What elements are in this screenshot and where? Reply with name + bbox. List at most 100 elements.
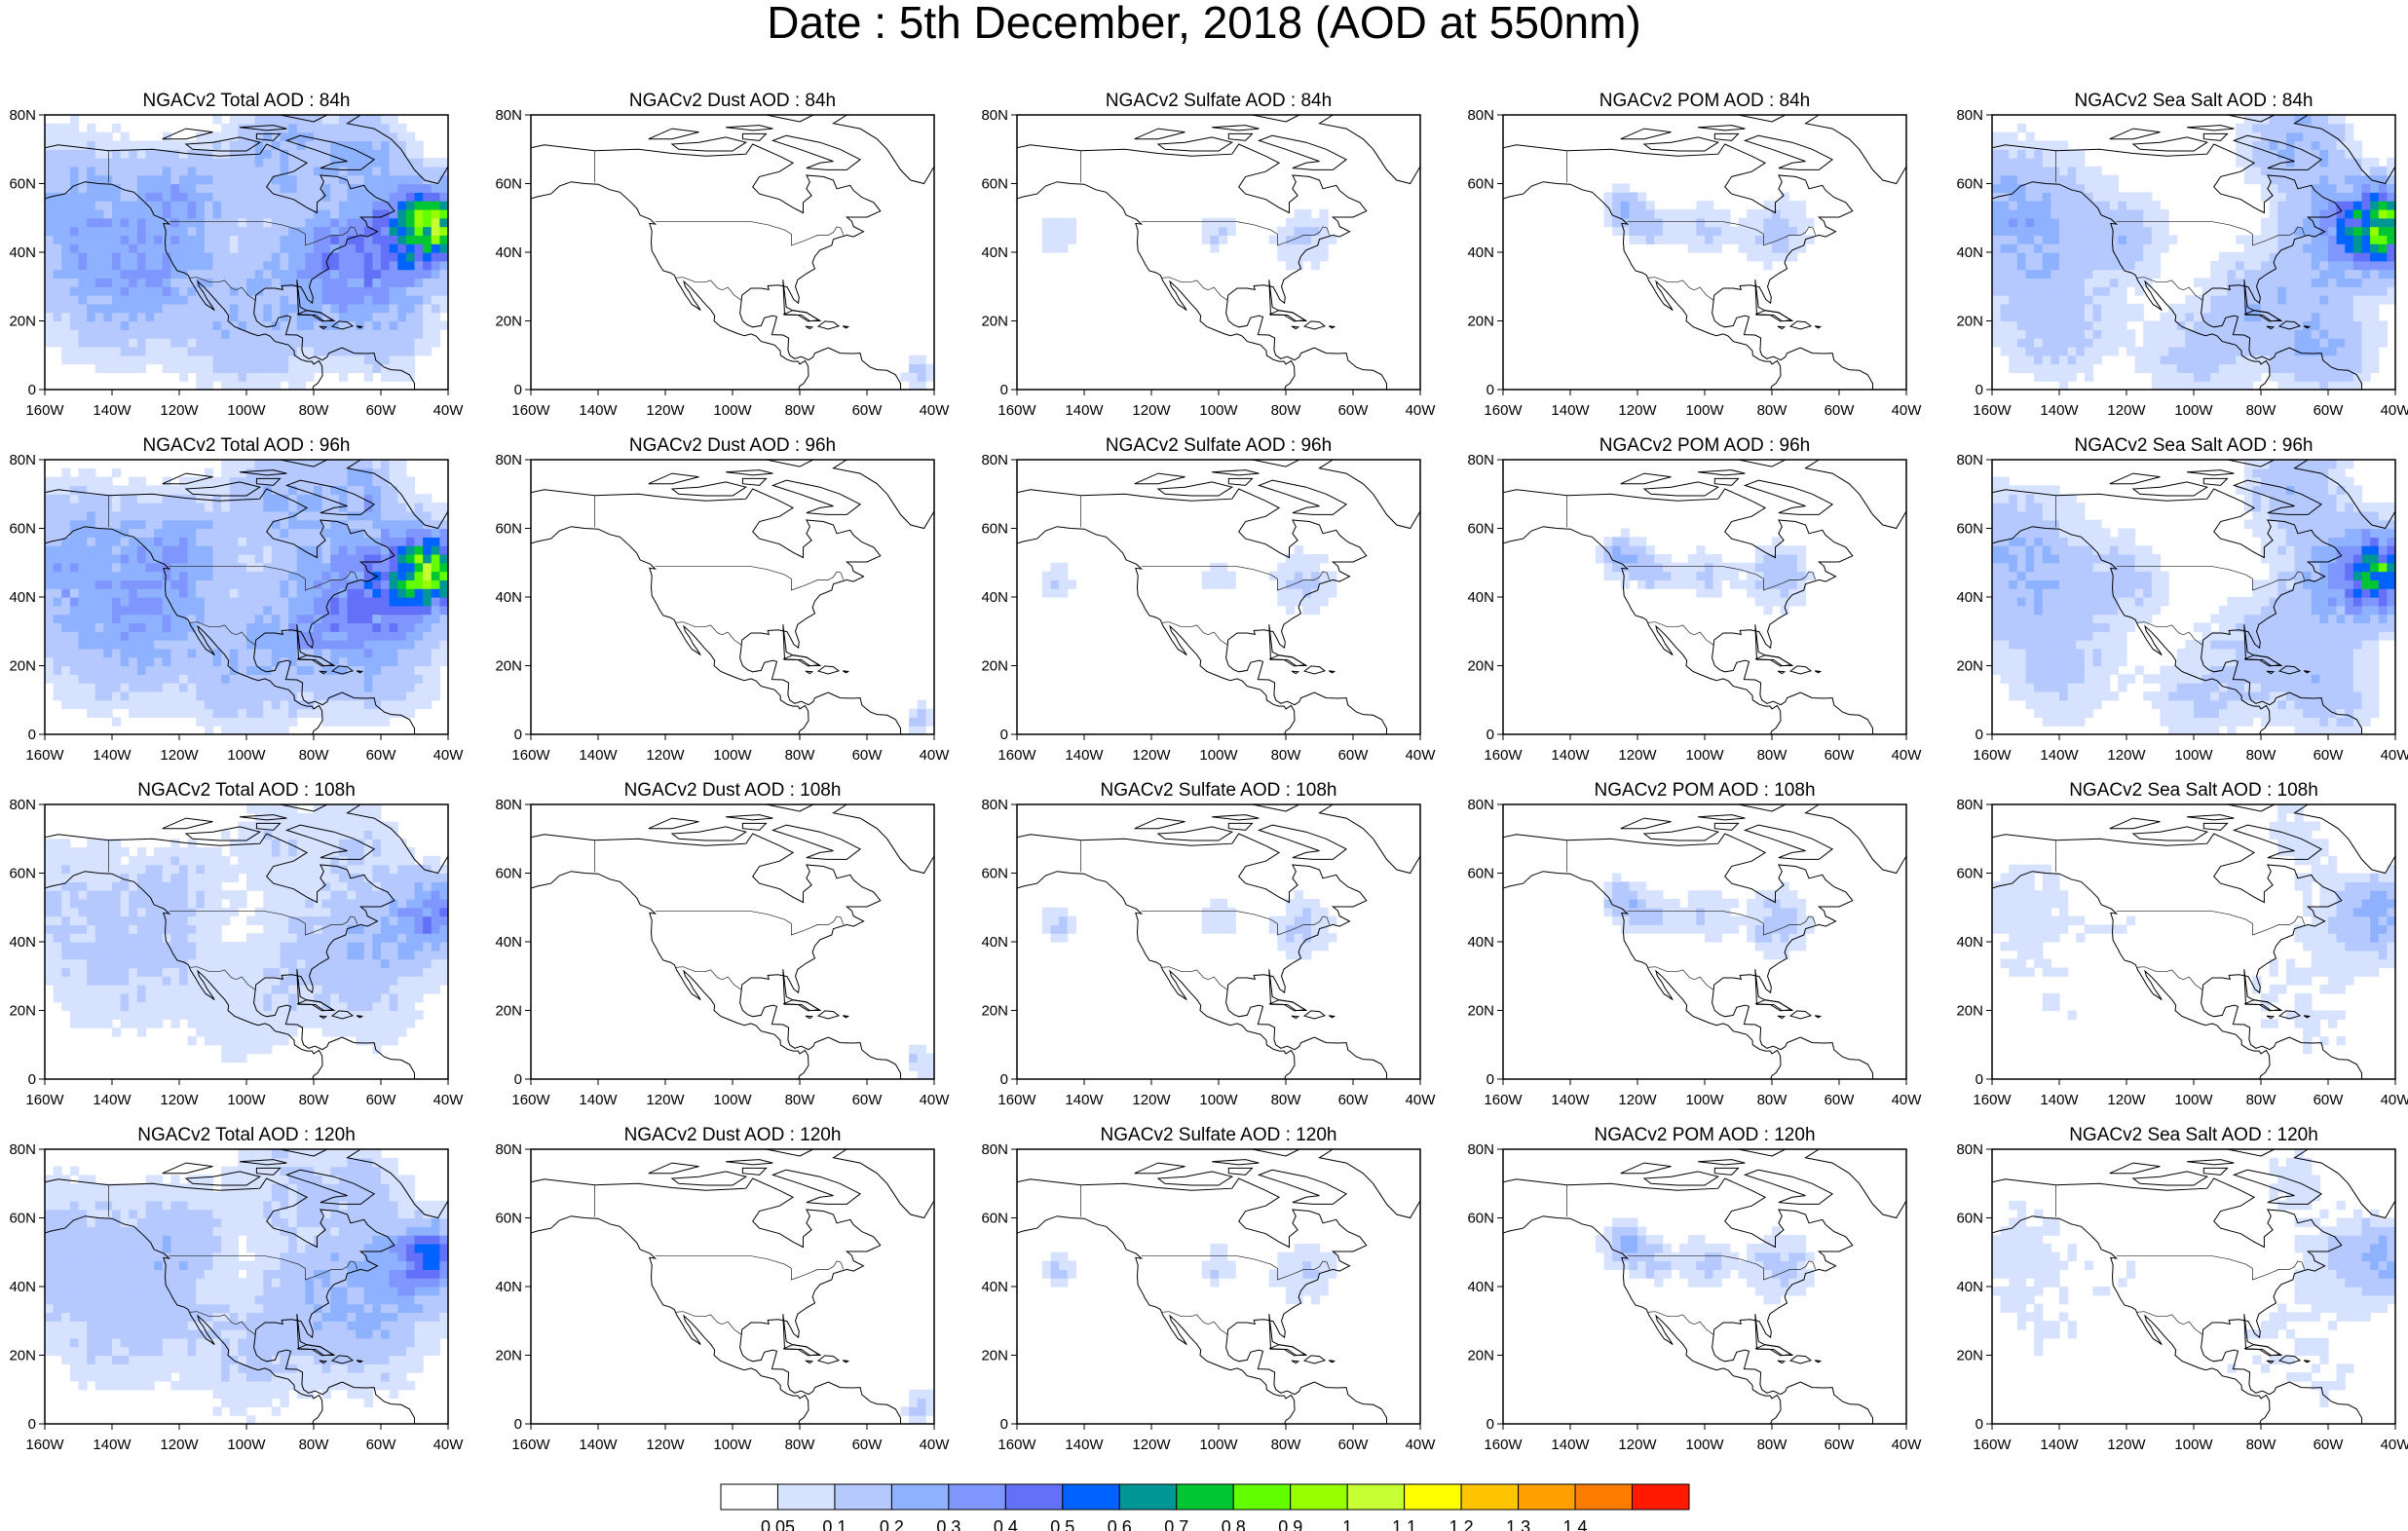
- aod-cell: [69, 235, 80, 244]
- aod-cell: [2000, 217, 2010, 228]
- aod-cell: [2269, 166, 2278, 176]
- aod-cell: [423, 286, 433, 296]
- aod-cell: [271, 553, 282, 564]
- aod-cell: [154, 597, 164, 607]
- aod-cell: [2009, 320, 2018, 330]
- aod-cell: [1286, 588, 1296, 598]
- aod-cell: [2134, 363, 2144, 373]
- aod-cell: [1294, 597, 1303, 607]
- aod-cell: [1780, 588, 1789, 598]
- aod-cell: [2067, 269, 2077, 280]
- aod-cell: [1729, 562, 1740, 573]
- coastline-caribbean: [356, 325, 364, 329]
- aod-cell: [204, 597, 214, 607]
- aod-cell: [314, 528, 323, 538]
- aod-cell: [423, 537, 433, 546]
- aod-cell: [263, 295, 273, 305]
- aod-cell: [2160, 381, 2169, 390]
- aod-cell: [2101, 235, 2111, 244]
- aod-cell: [2009, 131, 2018, 142]
- aod-cell: [1620, 201, 1630, 210]
- aod-cell: [338, 648, 349, 658]
- aod-cell: [170, 545, 180, 555]
- aod-cell: [246, 726, 256, 734]
- aod-cell: [53, 166, 62, 176]
- aod-cell: [129, 226, 138, 236]
- aod-cell: [2261, 363, 2271, 373]
- aod-cell: [1992, 545, 2002, 555]
- aod-cell: [246, 579, 256, 589]
- aod-cell: [94, 320, 104, 330]
- aod-cell: [2042, 656, 2051, 667]
- aod-cell: [2009, 201, 2018, 210]
- aod-cell: [2285, 166, 2296, 176]
- aod-cell: [254, 631, 264, 641]
- aod-cell: [2361, 174, 2371, 185]
- aod-cell: [238, 363, 247, 373]
- aod-cell: [129, 235, 138, 244]
- coastline-caribbean: [1788, 665, 1813, 675]
- lon-tick-label: 80W: [1757, 402, 1788, 419]
- aod-cell: [338, 226, 349, 236]
- aod-cell: [238, 674, 247, 684]
- aod-cell: [271, 201, 282, 210]
- aod-cell: [1286, 562, 1296, 573]
- aod-cell: [1772, 243, 1782, 253]
- aod-cell: [1992, 485, 2002, 495]
- lat-tick-label: 40N: [1956, 244, 1983, 261]
- aod-cell: [372, 320, 382, 330]
- aod-cell: [170, 226, 180, 236]
- aod-cell: [120, 260, 130, 271]
- aod-cell: [372, 476, 382, 487]
- coastlines: [1017, 115, 1420, 390]
- aod-cell: [414, 656, 424, 667]
- aod-cell: [2210, 346, 2220, 356]
- aod-cell: [397, 648, 407, 658]
- aod-cell: [204, 312, 214, 322]
- aod-cell: [2218, 320, 2229, 330]
- aod-cell: [423, 201, 433, 210]
- aod-cell: [381, 355, 391, 365]
- aod-cell: [296, 346, 306, 356]
- aod-cell: [204, 614, 214, 624]
- aod-cell: [431, 562, 440, 573]
- aod-cell: [2328, 192, 2338, 202]
- aod-cell: [45, 140, 55, 150]
- aod-cell: [338, 708, 349, 718]
- aod-cell: [414, 597, 424, 607]
- aod-cell: [2227, 329, 2237, 339]
- aod-cell: [2345, 346, 2354, 356]
- aod-cell: [162, 656, 171, 667]
- aod-cell: [314, 485, 323, 495]
- aod-cell: [221, 503, 231, 512]
- aod-cell: [423, 166, 433, 176]
- aod-cell: [347, 149, 357, 159]
- aod-cell: [221, 717, 231, 727]
- aod-cell: [145, 631, 155, 641]
- aod-cell: [120, 562, 130, 573]
- aod-cell: [330, 622, 340, 632]
- coastline-north-america: [45, 488, 415, 734]
- aod-cell: [204, 528, 214, 538]
- aod-cell: [338, 252, 349, 262]
- aod-cell: [305, 699, 315, 710]
- aod-cell: [288, 329, 298, 339]
- aod-cell: [1294, 588, 1303, 598]
- aod-cell: [2176, 312, 2186, 322]
- aod-cell: [2236, 269, 2245, 280]
- aod-cell: [314, 183, 323, 193]
- aod-cell: [2000, 278, 2010, 287]
- lon-tick-label: 60W: [1338, 747, 1370, 764]
- aod-cell: [103, 503, 113, 512]
- aod-cell: [363, 528, 373, 538]
- aod-cell: [2034, 269, 2044, 280]
- aod-cell: [347, 115, 357, 125]
- aod-cell: [78, 485, 88, 495]
- aod-cell: [1612, 217, 1622, 228]
- aod-cell: [229, 503, 239, 512]
- coastline-greenland: [346, 115, 448, 185]
- aod-cell: [439, 648, 448, 658]
- aod-cell: [372, 467, 382, 478]
- aod-cell: [1637, 571, 1647, 580]
- aod-cell: [2328, 174, 2338, 185]
